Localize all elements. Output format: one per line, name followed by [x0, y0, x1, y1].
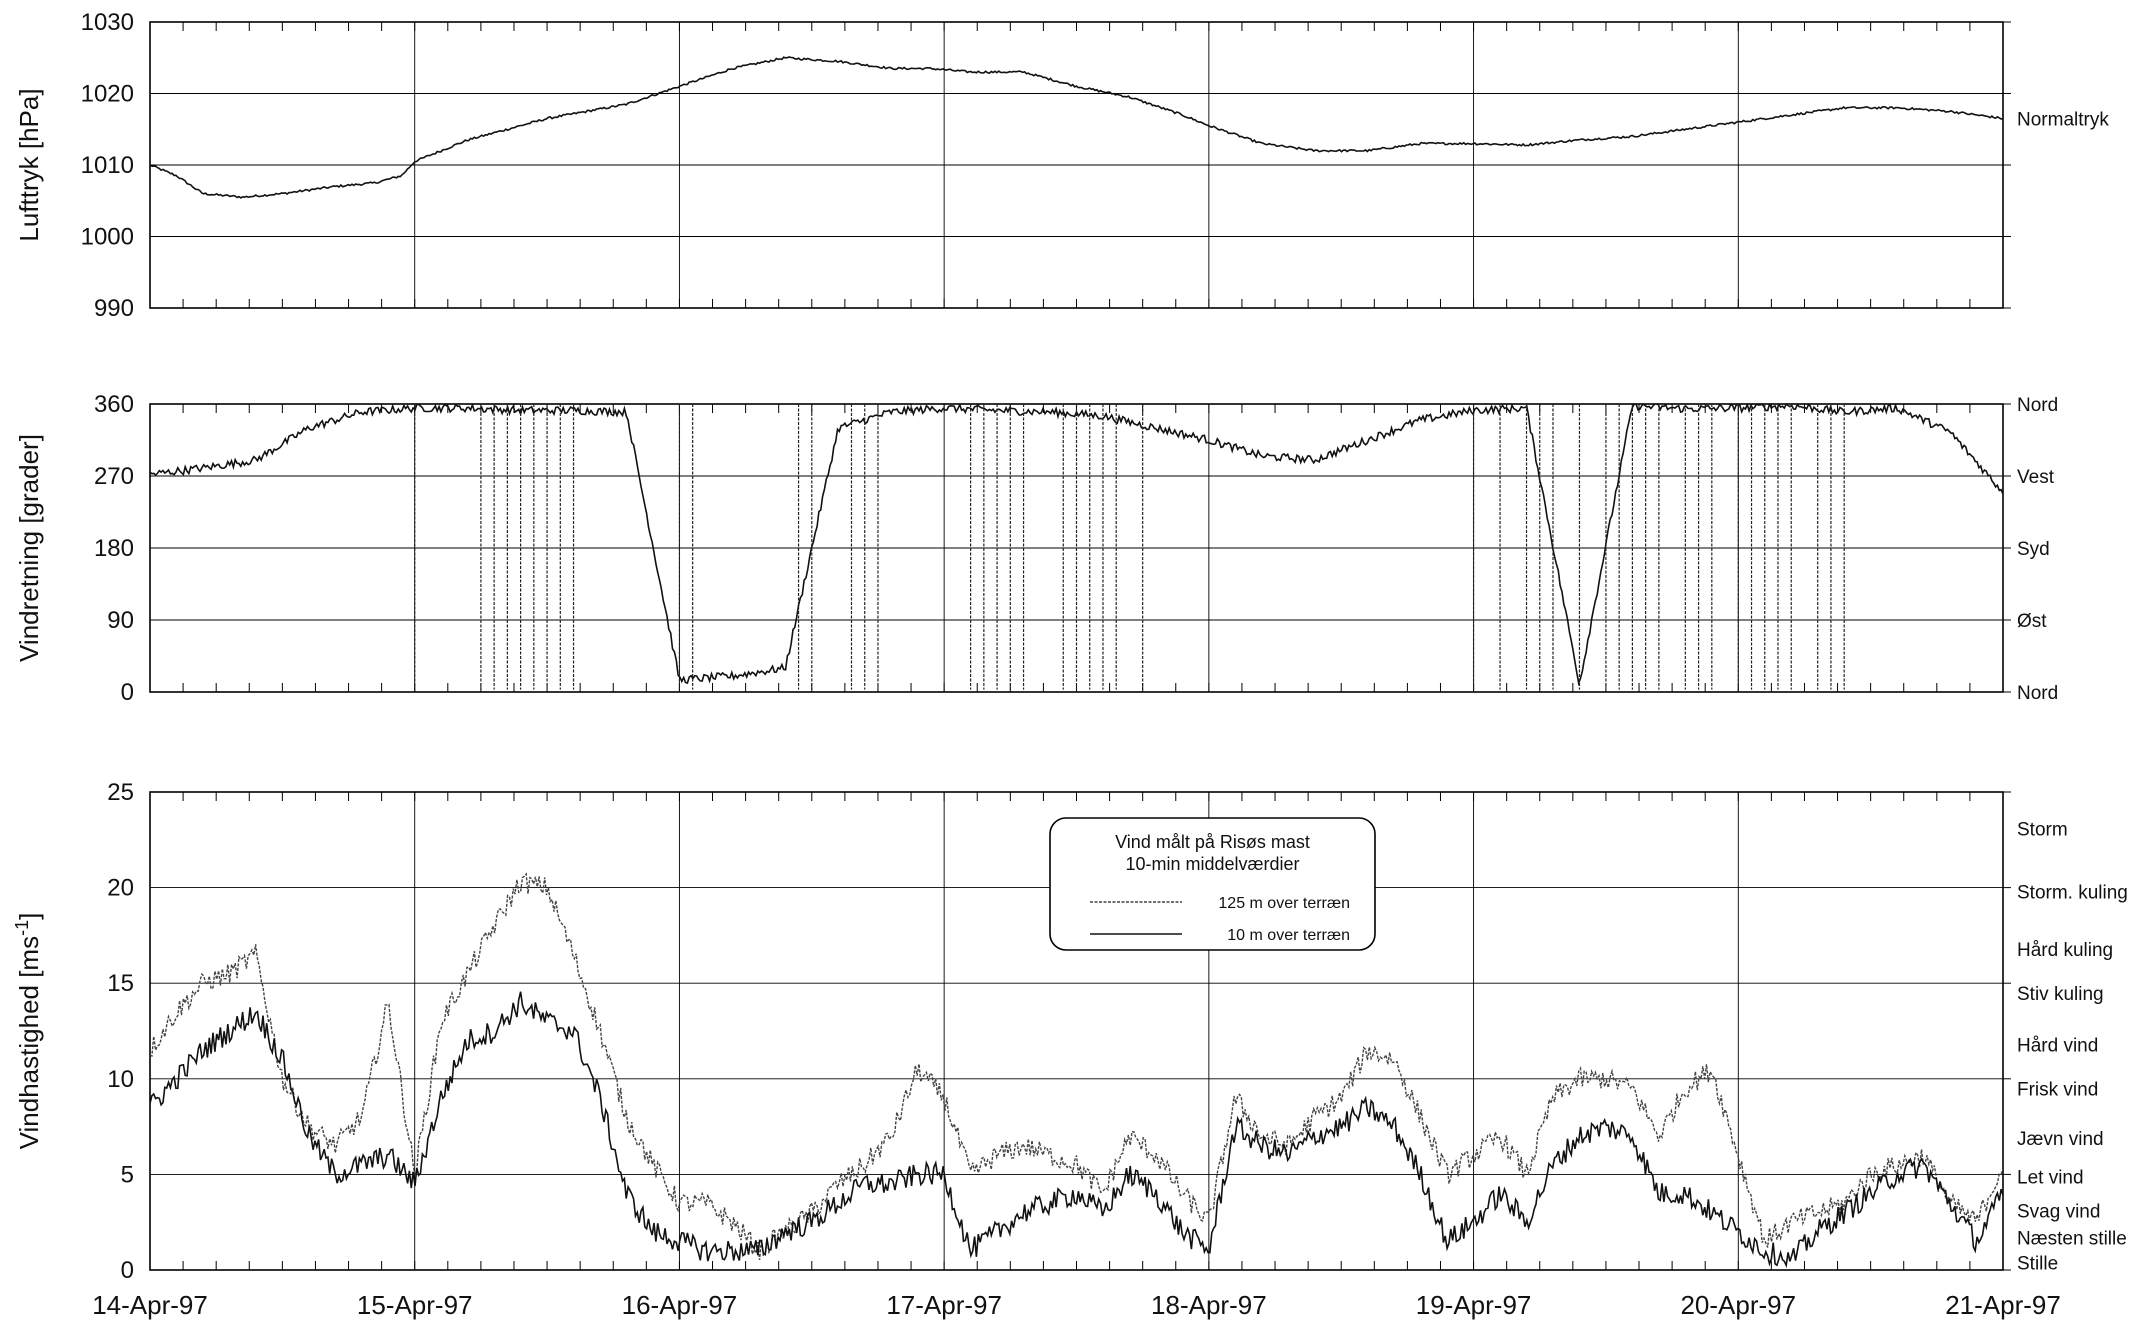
y-tick-label: 1010 — [81, 152, 134, 179]
right-scale-label: Svag vind — [2017, 1202, 2100, 1223]
y-tick-label: 270 — [94, 463, 134, 490]
panel-1: 990 1000 1010 1020 1030 Lufttryk [hPa] Normalt… — [14, 9, 2109, 322]
right-scale-label: Nord — [2017, 683, 2058, 704]
series-line-1 — [150, 404, 2003, 687]
x-tick-label: 20-Apr-97 — [1680, 1290, 1796, 1320]
y-axis-label: Lufttryk [hPa] — [14, 88, 44, 241]
y-axis-label: Vindhastighed [ms-1] — [12, 913, 44, 1150]
right-scale-label: Storm. kuling — [2017, 882, 2128, 903]
y-tick-label: 1030 — [81, 9, 134, 36]
right-scale-label: Øst — [2017, 611, 2047, 632]
y-tick-label: 15 — [107, 970, 134, 997]
y-tick-label: 20 — [107, 875, 134, 902]
y-tick-label: 0 — [121, 1257, 134, 1284]
y-tick-label: 1000 — [81, 224, 134, 251]
right-scale-label: Jævn vind — [2017, 1129, 2104, 1150]
y-tick-label: 180 — [94, 535, 134, 562]
legend-entry: 10 m over terræn — [1227, 927, 1350, 944]
right-scale-label: Stille — [2017, 1253, 2058, 1274]
right-scale-label: Nord — [2017, 395, 2058, 416]
x-tick-label: 18-Apr-97 — [1151, 1290, 1267, 1320]
x-tick-label: 21-Apr-97 — [1945, 1290, 2061, 1320]
right-scale-label: Normaltryk — [2017, 110, 2109, 131]
x-tick-label: 16-Apr-97 — [622, 1290, 738, 1320]
x-tick-label: 14-Apr-97 — [92, 1290, 208, 1320]
x-tick-label: 19-Apr-97 — [1416, 1290, 1532, 1320]
legend-entry: 125 m over terræn — [1218, 895, 1350, 912]
y-tick-label: 10 — [107, 1066, 134, 1093]
panel-2: 0 90 180 270 360 Vindretning [grader] Nord Vest… — [14, 391, 2058, 706]
right-scale-label: Næsten stille — [2017, 1228, 2127, 1249]
legend-box — [1049, 817, 1376, 951]
series-line-1 — [150, 872, 2003, 1260]
y-tick-label: 1020 — [81, 81, 134, 108]
y-tick-label: 0 — [121, 679, 134, 706]
y-tick-label: 5 — [121, 1161, 134, 1188]
y-tick-label: 360 — [94, 391, 134, 418]
right-scale-label: Storm — [2017, 819, 2068, 840]
x-tick-label: 15-Apr-97 — [357, 1290, 473, 1320]
right-scale-label: Syd — [2017, 539, 2050, 560]
y-tick-label: 25 — [107, 779, 134, 806]
right-scale-label: Frisk vind — [2017, 1079, 2098, 1100]
panel-3: 0 5 10 15 20 25 Vindhastighed [ms-1] Storm Storm… — [12, 779, 2128, 1320]
right-scale-label: Stiv kuling — [2017, 984, 2104, 1005]
series-line-1 — [150, 56, 2003, 199]
legend-subtitle: 10-min middelværdier — [1125, 854, 1299, 874]
x-tick-label: 17-Apr-97 — [886, 1290, 1002, 1320]
y-axis-label: Vindretning [grader] — [14, 434, 44, 662]
right-scale-label: Hård vind — [2017, 1035, 2098, 1056]
right-scale-label: Hård kuling — [2017, 940, 2113, 961]
y-tick-label: 90 — [107, 607, 134, 634]
right-scale-label: Let vind — [2017, 1167, 2084, 1188]
right-scale-label: Vest — [2017, 467, 2055, 488]
series-line-2 — [150, 991, 2003, 1269]
legend-title: Vind målt på Risøs mast — [1115, 832, 1310, 852]
y-tick-label: 990 — [94, 295, 134, 322]
